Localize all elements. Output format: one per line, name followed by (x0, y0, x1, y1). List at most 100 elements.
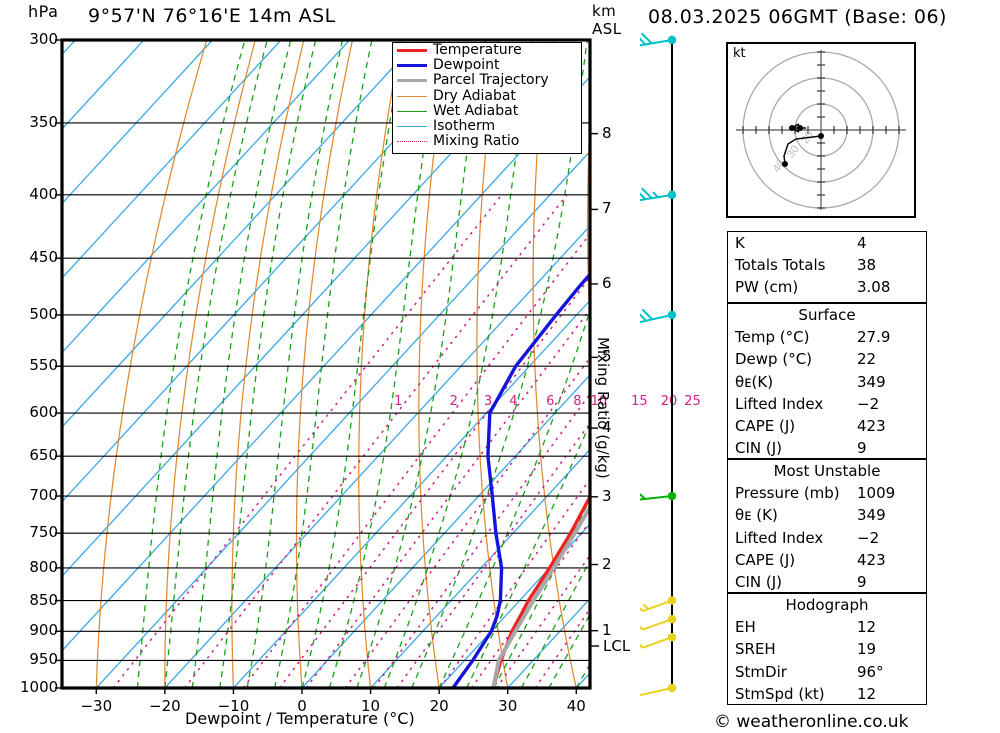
table-row: StmSpd (kt) 12 (728, 683, 926, 705)
pressure-tick-label: 500 (29, 304, 58, 323)
table-row: SREH 19 (728, 638, 926, 660)
pressure-tick-label: 900 (29, 621, 58, 640)
table-row-key: θᴇ (K) (735, 506, 778, 525)
hodograph-panel: 20 30 40 kt (726, 42, 916, 218)
legend-item: Dewpoint (393, 57, 581, 74)
table-row-key: Lifted Index (735, 394, 824, 413)
table-row-key: CIN (J) (735, 573, 783, 592)
legend-item: Isotherm (393, 118, 581, 134)
surface-table: Surface Temp (°C) 27.9 Dewp (°C) 22 θᴇ(K) 349 L… (727, 303, 927, 459)
table-row: Dewp (°C) 22 (728, 348, 926, 370)
hodograph-table: Hodograph EH 12 SREH 19 StmDir 96° StmSpd (kt) 1… (727, 593, 927, 705)
table-row-value: 38 (857, 256, 877, 275)
temperature-tick-label: 40 (566, 697, 586, 715)
table-header: Surface (798, 306, 856, 324)
pressure-tick-label: 400 (29, 184, 58, 203)
wind-barb (640, 491, 677, 501)
copyright-footer: © weatheronline.co.uk (714, 712, 909, 732)
table-header: Hodograph (785, 596, 869, 614)
table-row-value: 349 (857, 372, 886, 391)
pressure-tick-label: 550 (29, 356, 58, 375)
legend-label: Parcel Trajectory (433, 72, 549, 89)
table-row-value: 9 (857, 573, 867, 592)
table-row: Temp (°C) 27.9 (728, 326, 926, 348)
run-title: 08.03.2025 06GMT (Base: 06) (648, 6, 947, 28)
table-row-key: CIN (J) (735, 439, 783, 458)
table-row: StmDir 96° (728, 661, 926, 683)
table-row: θᴇ (K) 349 (728, 504, 926, 526)
table-row-value: 19 (857, 640, 877, 659)
wind-barb (640, 308, 677, 324)
legend-label: Wet Adiabat (433, 102, 519, 119)
table-row-value: −2 (857, 528, 880, 547)
temperature-tick-label: 10 (361, 697, 381, 715)
skewt-canvas (55, 38, 599, 694)
wind-barb (640, 614, 677, 631)
wind-barb (640, 596, 677, 613)
table-row-value: 4 (857, 234, 867, 252)
height-axis-unit-asl: ASL (592, 20, 622, 38)
legend-item: Wet Adiabat (393, 102, 581, 119)
table-row-key: CAPE (J) (735, 550, 796, 569)
table-row: Totals Totals 38 (728, 254, 926, 276)
height-tick-label: 4 (602, 418, 612, 437)
temperature-tick-label: −30 (80, 697, 113, 715)
table-row-value: −2 (857, 394, 880, 413)
legend-label: Dry Adiabat (433, 87, 516, 104)
table-row: CAPE (J) 423 (728, 549, 926, 571)
mixing-ratio-label: 3 (483, 394, 493, 409)
pressure-tick-label: 600 (29, 403, 58, 422)
legend-item: Temperature (393, 42, 581, 58)
legend-swatch (397, 95, 427, 97)
table-header: Most Unstable (773, 462, 881, 480)
table-row: Lifted Index −2 (728, 393, 926, 415)
table-row: CAPE (J) 423 (728, 415, 926, 437)
height-tick-label: 6 (602, 273, 612, 292)
wind-barb (640, 633, 677, 649)
pressure-tick-label: 850 (29, 590, 58, 609)
table-row-value: 9 (857, 439, 867, 458)
table-row-key: StmSpd (kt) (735, 684, 825, 703)
height-tick-label: 7 (602, 199, 612, 218)
table-row-key: CAPE (J) (735, 417, 796, 436)
legend-swatch (397, 110, 427, 112)
table-row-key: Lifted Index (735, 528, 824, 547)
height-tick-label: 5 (602, 347, 612, 366)
temperature-tick-label: −10 (217, 697, 250, 715)
height-tick-label: 8 (602, 123, 612, 142)
legend-item: Mixing Ratio (393, 133, 581, 150)
wind-barb (640, 32, 677, 47)
table-row: PW (cm) 3.08 (728, 276, 926, 298)
legend-label: Temperature (433, 42, 522, 58)
table-row-value: 12 (857, 684, 877, 703)
indices-table: K 4 Totals Totals 38 PW (cm) 3.08 (727, 231, 927, 303)
height-tick-label: 3 (602, 486, 612, 505)
table-row-value: 349 (857, 506, 886, 525)
table-row-key: StmDir (735, 662, 787, 681)
height-tick-label: 2 (602, 554, 612, 573)
table-row: θᴇ(K) 349 (728, 371, 926, 393)
legend: Temperature Dewpoint Parcel Trajectory Dry … (392, 42, 582, 154)
pressure-tick-label: 800 (29, 557, 58, 576)
temperature-tick-label: 30 (498, 697, 518, 715)
table-row-value: 22 (857, 350, 877, 369)
mixing-ratio-label: 6 (546, 394, 555, 409)
table-row-key: Totals Totals (735, 256, 826, 275)
x-axis-label: Dewpoint / Temperature (°C) (185, 709, 415, 728)
mixing-ratio-label: 15 (631, 394, 648, 409)
pressure-axis-unit: hPa (28, 2, 59, 21)
table-row-value: 1009 (857, 484, 896, 503)
table-row-key: Dewp (°C) (735, 350, 813, 369)
station-title: 9°57'N 76°16'E 14m ASL (88, 5, 336, 27)
table-row-value: 12 (857, 618, 877, 637)
table-row-value: 423 (857, 417, 886, 436)
pressure-tick-label: 750 (29, 523, 58, 542)
legend-label: Dewpoint (433, 57, 500, 74)
most-unstable-table: Most Unstable Pressure (mb) 1009 θᴇ (K) 349 L… (727, 459, 927, 593)
legend-label: Mixing Ratio (433, 133, 520, 150)
pressure-tick-label: 1000 (20, 678, 59, 696)
table-row-key: SREH (735, 640, 776, 659)
pressure-tick-label: 700 (29, 486, 58, 505)
pressure-tick-label: 450 (29, 248, 58, 267)
